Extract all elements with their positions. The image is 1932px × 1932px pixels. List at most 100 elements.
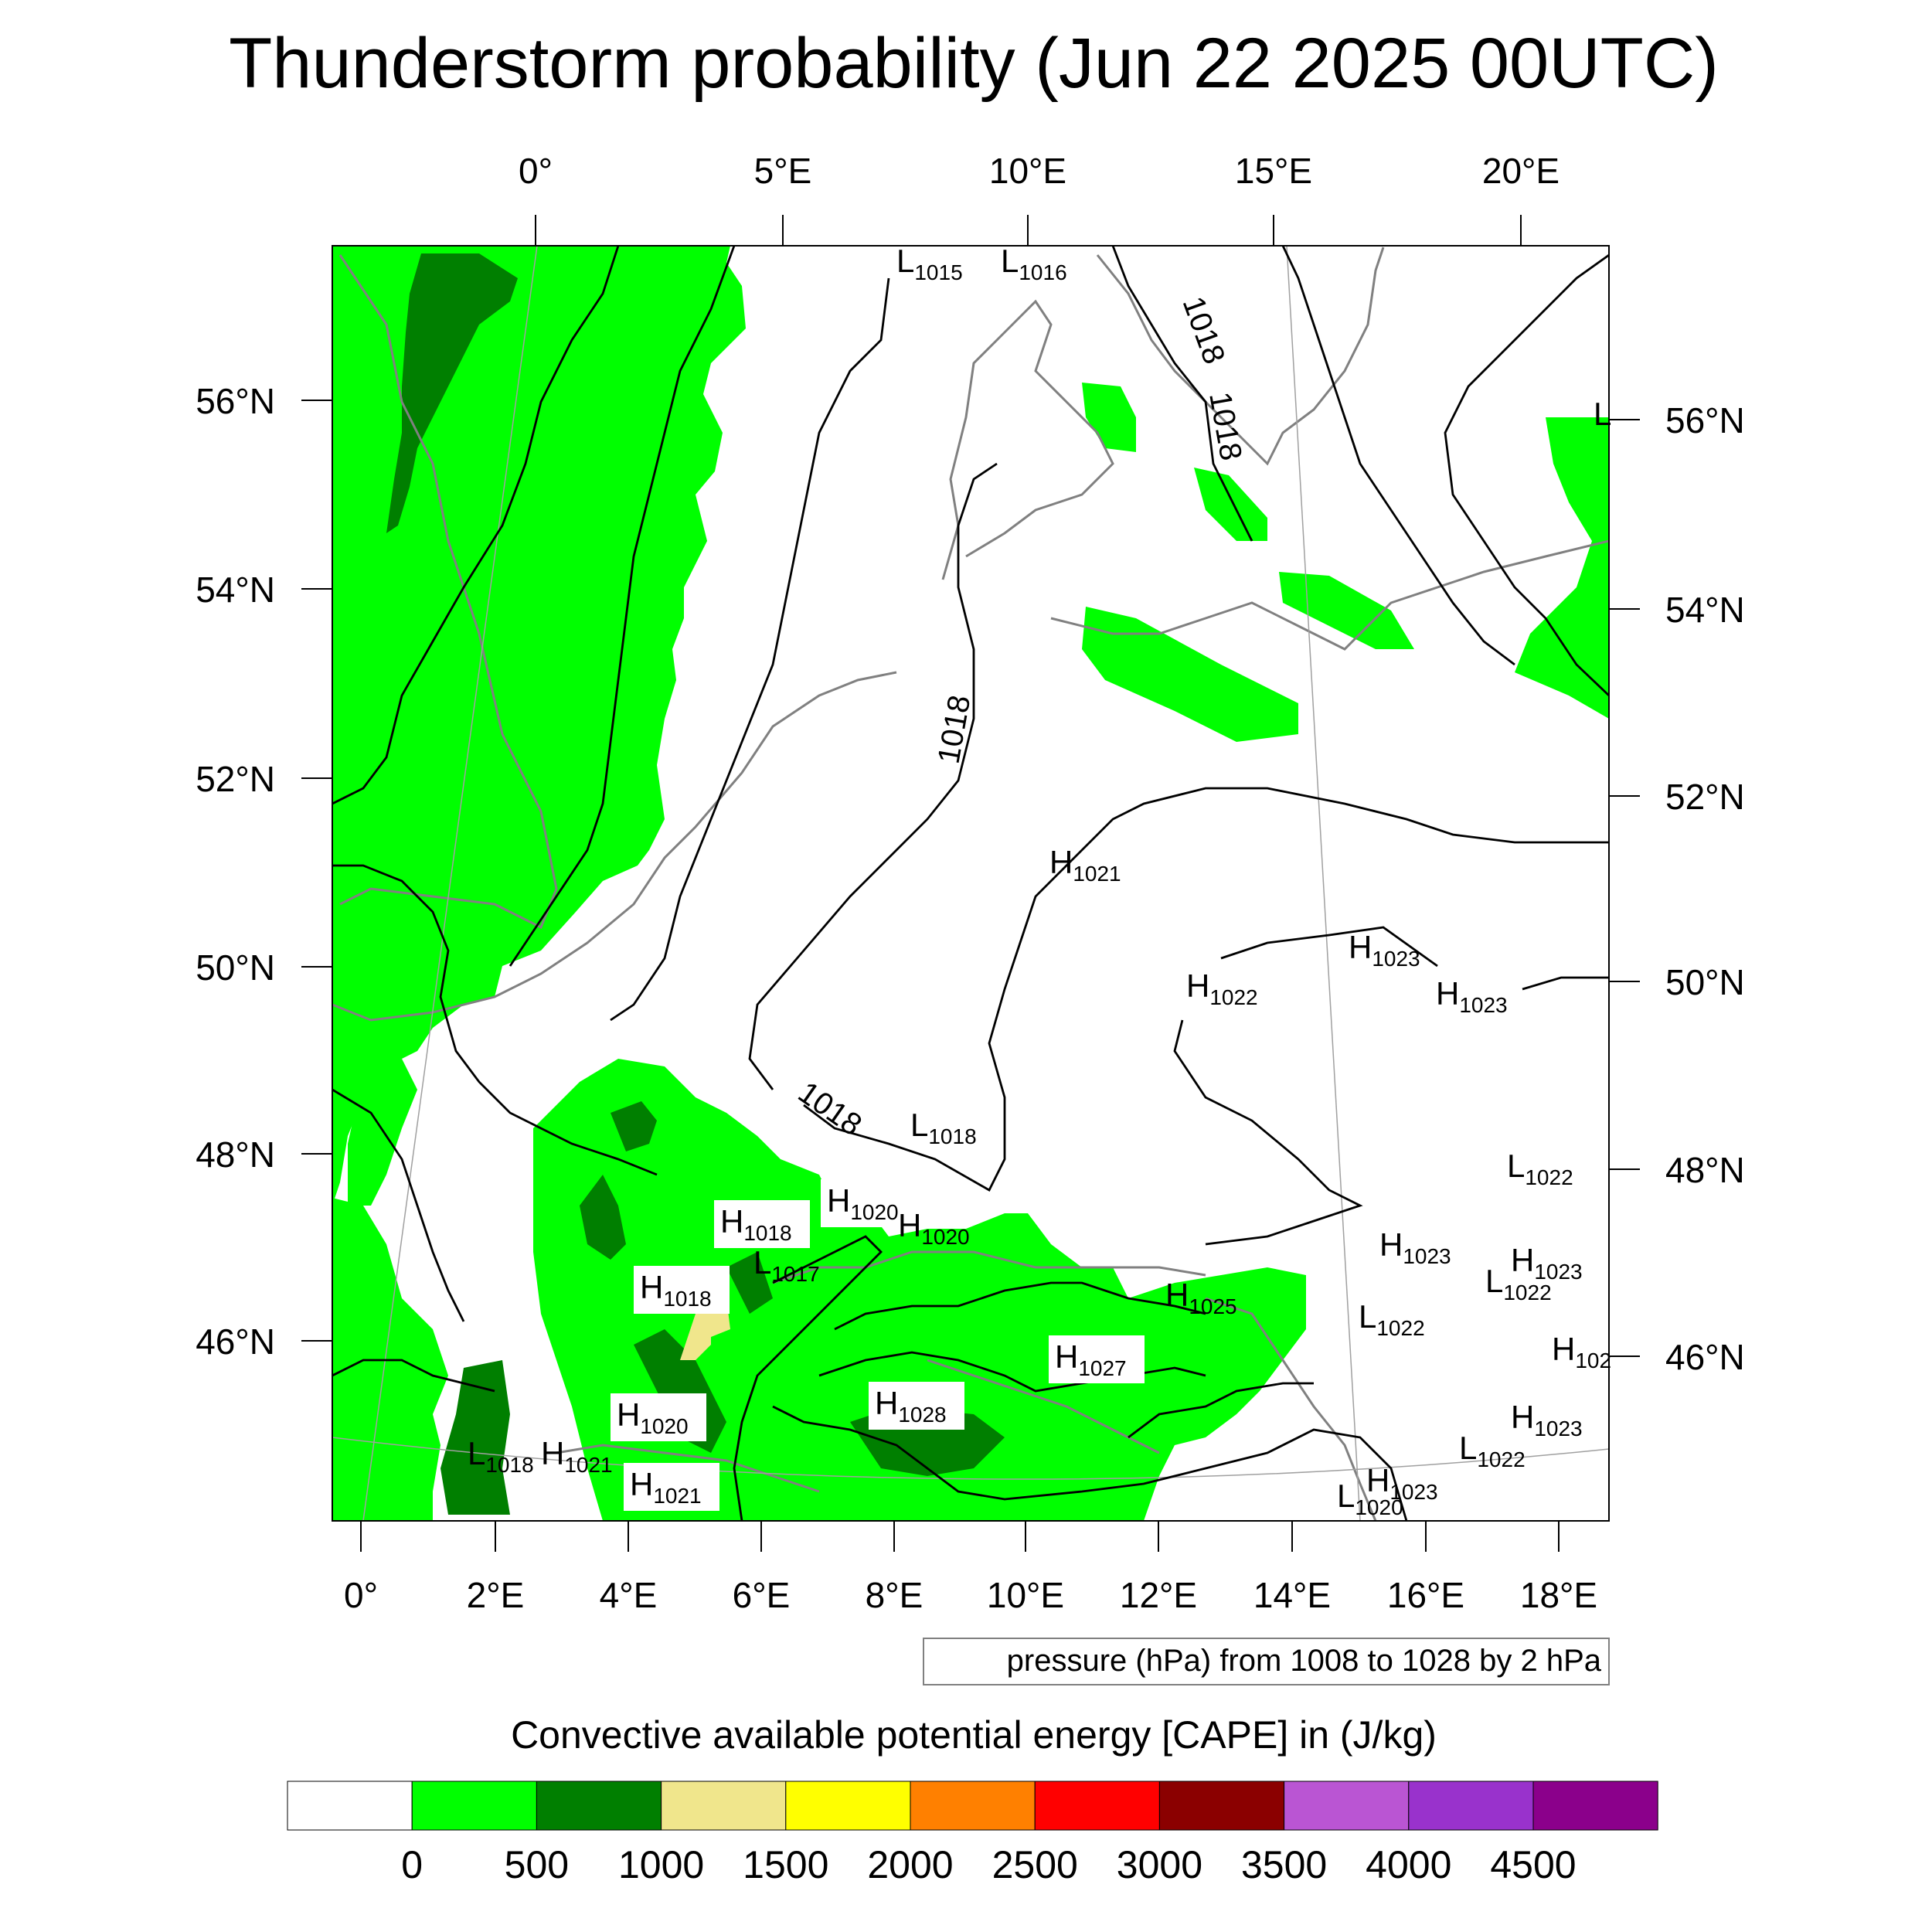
isobar-19 (332, 1088, 465, 1322)
right-lat-label: 54°N (1665, 590, 1745, 630)
coastline-italy (927, 1359, 1160, 1454)
colorbar-tick-label: 4000 (1366, 1843, 1451, 1886)
right-lat-label: 50°N (1665, 962, 1745, 1002)
left-lat-label: 46°N (196, 1321, 275, 1362)
bottom-lon-label: 0° (344, 1575, 378, 1615)
isobar-3 (610, 277, 890, 1022)
isobar-9 (1522, 976, 1609, 991)
top-lon-label: 20°E (1482, 151, 1560, 191)
left-lat-label: 50°N (196, 947, 275, 988)
pressure-center-label-bg (714, 1200, 810, 1248)
pressure-center-label: L (1594, 396, 1611, 432)
left-lat-label: 54°N (196, 570, 275, 610)
isobar-16 (1128, 1382, 1314, 1439)
isobar-4 (1111, 246, 1253, 542)
pressure-center-high: H1020 (611, 1393, 706, 1441)
contour-info-box: pressure (hPa) from 1008 to 1028 by 2 hP… (923, 1638, 1610, 1685)
graticule (332, 246, 1609, 1521)
pressure-center-label-bg (634, 1266, 730, 1314)
isobar-7 (1173, 1019, 1363, 1246)
colorbar-tick-label: 1500 (743, 1843, 828, 1886)
colorbar-box (785, 1781, 911, 1831)
pressure-center-high: H1018 (634, 1266, 730, 1314)
right-axis: 56°N 54°N 52°N 50°N 48°N 46°N (1609, 400, 1745, 1377)
meridian-15 (1286, 246, 1361, 1521)
colorbar-box (1284, 1781, 1410, 1831)
coastline-uk (338, 254, 558, 930)
pressure-center-low: L1022 (1459, 1430, 1526, 1471)
colorbar-box (910, 1781, 1036, 1831)
right-lat-label: 52°N (1665, 777, 1745, 817)
isobar-5 (748, 462, 998, 1090)
cape-east-5 (1515, 417, 1609, 719)
cape-dark-south-1 (580, 1175, 626, 1260)
top-lon-label: 0° (519, 151, 553, 191)
bottom-lon-label: 6°E (733, 1575, 791, 1615)
pressure-center-label-bg (821, 1179, 917, 1227)
isobar-2 (509, 246, 736, 967)
colorbar-box (411, 1781, 537, 1831)
isobar-11 (1281, 246, 1515, 666)
pressure-center-label-bg (611, 1393, 706, 1441)
colorbar-tick-label: 500 (505, 1843, 569, 1886)
map-frame (332, 245, 1610, 1522)
isobar-14 (818, 1351, 1206, 1393)
bottom-lon-label: 10°E (987, 1575, 1064, 1615)
cape-fill-layer (332, 246, 1609, 1521)
colorbar-box (1532, 1781, 1658, 1831)
cape-dark-southwest (440, 1360, 510, 1515)
top-lon-label: 15°E (1235, 151, 1312, 191)
top-axis: 0° 5°E 10°E 15°E 20°E (519, 151, 1560, 246)
colorbar-tick-label: 2500 (992, 1843, 1078, 1886)
pressure-center-label-bg (624, 1463, 719, 1511)
cape-east-2 (1194, 468, 1267, 541)
colorbar-tick-label: 3500 (1241, 1843, 1327, 1886)
isobar-15 (772, 1405, 1408, 1521)
isobar-6 (803, 787, 1609, 1192)
coastline-denmark (941, 299, 1114, 580)
left-lat-label: 52°N (196, 759, 275, 799)
pressure-center-low: L1015 (896, 243, 963, 284)
isobar-12 (733, 1235, 883, 1521)
cape-east-3 (1082, 607, 1298, 742)
bottom-lon-label: 16°E (1387, 1575, 1464, 1615)
colorbar-tick-label: 1000 (618, 1843, 704, 1886)
bottom-lon-label: 12°E (1120, 1575, 1197, 1615)
meridian-0 (362, 246, 538, 1521)
isobar-layer (332, 246, 1609, 1521)
colorbar-title: Convective available potential energy [C… (511, 1713, 1437, 1757)
left-axis: 56°N 54°N 52°N 50°N 48°N 46°N (196, 381, 332, 1362)
right-lat-label: 46°N (1665, 1337, 1745, 1377)
isobar-17 (332, 1359, 495, 1393)
parallel-south (332, 1437, 1609, 1480)
top-lon-label: 5°E (754, 151, 812, 191)
colorbar-box (1408, 1781, 1534, 1831)
pressure-center-label-bg (869, 1382, 964, 1430)
colorbar-box (661, 1781, 787, 1831)
map-panel: 1018 1018 1018 1018 L1015 L1016H1021H1023… (332, 243, 1611, 1522)
pressure-center-high: H1028 (869, 1382, 964, 1430)
colorbar-tick-label: 0 (401, 1843, 423, 1886)
colorbar: Convective available potential energy [C… (287, 1713, 1658, 1886)
pressure-center-high: H1021 (624, 1463, 719, 1511)
colorbar-box (1158, 1781, 1285, 1831)
bottom-lon-label: 14°E (1253, 1575, 1331, 1615)
bottom-lon-label: 18°E (1520, 1575, 1597, 1615)
colorbar-box (536, 1781, 662, 1831)
cape-dark-south-5 (726, 1252, 773, 1314)
cape-east-1 (1082, 383, 1136, 452)
coastline-baltic (1050, 539, 1609, 651)
pressure-center-high: H1027 (1049, 1335, 1145, 1383)
coastline-scandinavia (1096, 247, 1385, 466)
figure-title: Thunderstorm probability (Jun 22 2025 00… (229, 24, 1719, 103)
right-lat-label: 48°N (1665, 1150, 1745, 1190)
left-lat-label: 48°N (196, 1134, 275, 1175)
cape-region-west (332, 246, 746, 1206)
contour-info-frame (923, 1638, 1610, 1685)
colorbar-box (287, 1781, 413, 1831)
left-lat-label: 56°N (196, 381, 275, 421)
top-lon-label: 10°E (989, 151, 1066, 191)
colorbar-tick-label: 2000 (867, 1843, 953, 1886)
coastline-adriatic (1205, 1297, 1377, 1521)
pressure-center-high: H1018 (714, 1200, 810, 1248)
